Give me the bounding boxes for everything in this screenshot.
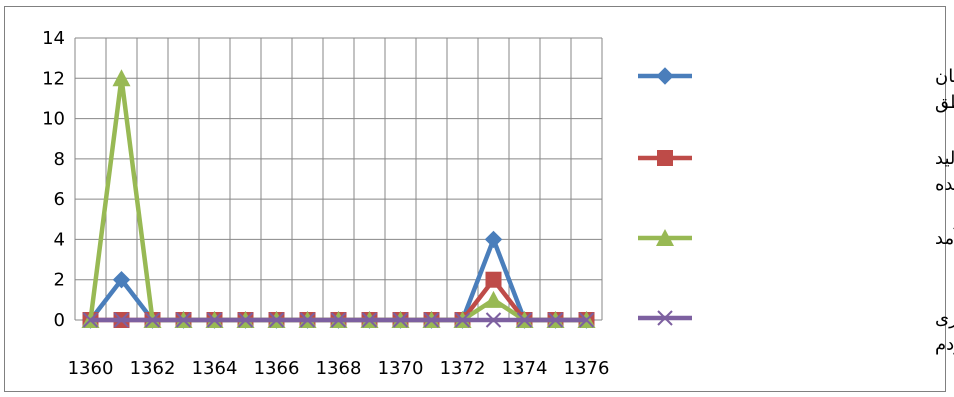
legend-entry-2: توزیع عادلانه کالاهای تولید شده <box>638 148 954 195</box>
axes <box>74 38 602 321</box>
data-point <box>547 312 564 328</box>
series-4 <box>82 312 595 328</box>
legend-label: بین مردم <box>935 334 954 355</box>
y-tick-label: 4 <box>54 229 65 250</box>
legend-entry-3: توزیع عادلانه درآمد <box>638 226 954 249</box>
data-point-stroke <box>361 312 378 328</box>
data-point <box>656 67 674 85</box>
data-point <box>484 290 503 308</box>
data-point-stroke <box>206 312 223 328</box>
y-tick-label: 10 <box>42 109 65 130</box>
data-point <box>82 312 99 328</box>
x-tick-label: 1368 <box>316 358 362 379</box>
data-point <box>657 150 673 166</box>
y-axis-ticks: 0 2 4 6 8 10 12 14 <box>42 28 65 331</box>
legend-label: توزیع ثروت قابل واگذاری <box>935 307 954 329</box>
legend-entry-4: توزیع ثروت قابل واگذاری بین مردم <box>638 307 954 355</box>
data-point <box>113 312 130 328</box>
x-tick-label: 1374 <box>502 358 548 379</box>
data-point-stroke <box>547 312 564 328</box>
data-point-stroke <box>299 312 316 328</box>
series-group <box>81 69 596 329</box>
y-tick-label: 12 <box>42 68 65 89</box>
x-tick-label: 1366 <box>254 358 300 379</box>
legend-label: توزیع عادلانه خدمات میان <box>935 66 954 87</box>
x-axis-ticks: 1360 1362 1364 1366 1368 1370 1372 1374 1376 <box>68 358 610 379</box>
data-point-stroke <box>423 312 440 328</box>
legend-entry-1: توزیع عادلانه خدمات میان مناطق <box>638 66 954 113</box>
data-point-stroke <box>330 312 347 328</box>
data-point-stroke <box>175 312 192 328</box>
data-point <box>392 312 409 328</box>
data-point-stroke <box>516 312 533 328</box>
data-point <box>516 312 533 328</box>
y-tick-label: 6 <box>54 189 65 210</box>
data-point <box>485 312 502 328</box>
data-point <box>268 312 285 328</box>
data-point-stroke <box>82 312 99 328</box>
data-point <box>423 312 440 328</box>
data-point <box>657 310 673 326</box>
data-point <box>485 271 502 288</box>
x-tick-label: 1364 <box>192 358 238 379</box>
data-point <box>206 312 223 328</box>
x-tick-label: 1376 <box>564 358 610 379</box>
data-point <box>361 312 378 328</box>
chart-area <box>4 6 946 392</box>
legend-label: مناطق <box>935 92 954 113</box>
gridlines <box>74 37 603 321</box>
data-point-stroke <box>485 312 502 328</box>
data-point-stroke <box>657 310 673 326</box>
legend-label: شده <box>935 174 954 195</box>
x-tick-label: 1360 <box>68 358 114 379</box>
y-tick-label: 2 <box>54 270 65 291</box>
data-point <box>484 230 503 249</box>
y-tick-label: 8 <box>54 149 65 170</box>
data-point <box>112 271 131 289</box>
data-point <box>578 312 595 328</box>
data-point <box>330 312 347 328</box>
data-point-stroke <box>578 312 595 328</box>
x-tick-label: 1372 <box>440 358 486 379</box>
y-tick-label: 14 <box>42 28 65 49</box>
data-point-stroke <box>268 312 285 328</box>
y-tick-label: 0 <box>54 310 65 331</box>
data-point <box>144 312 161 328</box>
legend: توزیع عادلانه خدمات میانمناطقتوزیع عادلا… <box>638 66 954 355</box>
data-point <box>112 69 131 87</box>
data-point <box>237 312 254 328</box>
data-point <box>175 312 192 328</box>
data-point-stroke <box>392 312 409 328</box>
legend-label: توزیع عادلانه درآمد <box>935 226 954 249</box>
x-tick-label: 1362 <box>130 358 176 379</box>
x-tick-label: 1370 <box>378 358 424 379</box>
legend-label: توزیع عادلانه کالاهای تولید <box>935 148 954 169</box>
data-point-stroke <box>113 312 130 328</box>
data-point-stroke <box>144 312 161 328</box>
data-point-stroke <box>237 312 254 328</box>
data-point <box>299 312 316 328</box>
data-point-stroke <box>454 312 471 328</box>
data-point <box>454 312 471 328</box>
data-point <box>656 229 674 246</box>
